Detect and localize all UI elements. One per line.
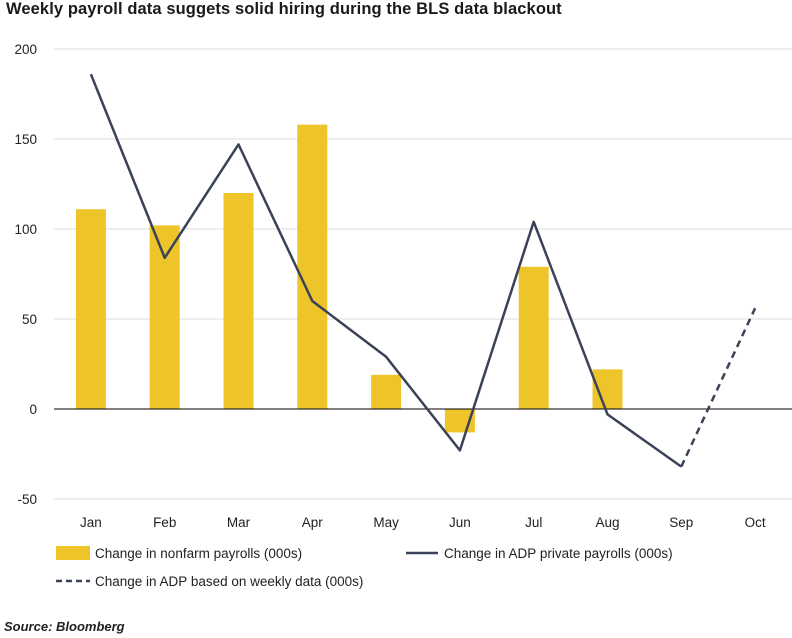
x-axis-ticks: Jan Feb Mar Apr May Jun Jul Aug Sep Oct xyxy=(80,515,766,530)
y-tick-label: 0 xyxy=(29,402,37,417)
adp-weekly-line xyxy=(680,307,757,468)
bar-jan xyxy=(75,209,106,409)
x-tick-label: Jan xyxy=(80,515,102,530)
y-tick-label: 150 xyxy=(14,132,37,147)
line-series xyxy=(89,73,757,468)
legend-swatch-nonfarm xyxy=(56,546,90,560)
x-tick-label: Apr xyxy=(302,515,324,530)
bar-mar xyxy=(223,193,254,409)
bar-apr xyxy=(297,124,328,409)
bar-feb xyxy=(149,225,180,409)
bar-jul xyxy=(518,266,549,409)
bar-series xyxy=(75,124,623,433)
y-axis-ticks: 200 150 100 50 0 -50 xyxy=(14,42,37,507)
x-tick-label: May xyxy=(373,515,399,530)
legend: Change in nonfarm payrolls (000s) Change… xyxy=(56,546,673,589)
chart-title: Weekly payroll data suggets solid hiring… xyxy=(6,0,562,18)
y-tick-label: 100 xyxy=(14,222,37,237)
legend-label-nonfarm: Change in nonfarm payrolls (000s) xyxy=(95,546,302,561)
legend-label-adp-weekly: Change in ADP based on weekly data (000s… xyxy=(95,574,363,589)
x-tick-label: Jun xyxy=(449,515,471,530)
source-note: Source: Bloomberg xyxy=(4,619,125,634)
y-tick-label: 50 xyxy=(22,312,37,327)
y-tick-label: -50 xyxy=(17,492,37,507)
x-tick-label: Oct xyxy=(745,515,766,530)
x-tick-label: Mar xyxy=(227,515,251,530)
x-tick-label: Sep xyxy=(669,515,693,530)
x-tick-label: Feb xyxy=(153,515,176,530)
x-tick-label: Aug xyxy=(595,515,619,530)
x-tick-label: Jul xyxy=(525,515,542,530)
bar-may xyxy=(371,374,402,409)
gridlines xyxy=(54,48,792,500)
y-tick-label: 200 xyxy=(14,42,37,57)
legend-label-adp: Change in ADP private payrolls (000s) xyxy=(444,546,673,561)
